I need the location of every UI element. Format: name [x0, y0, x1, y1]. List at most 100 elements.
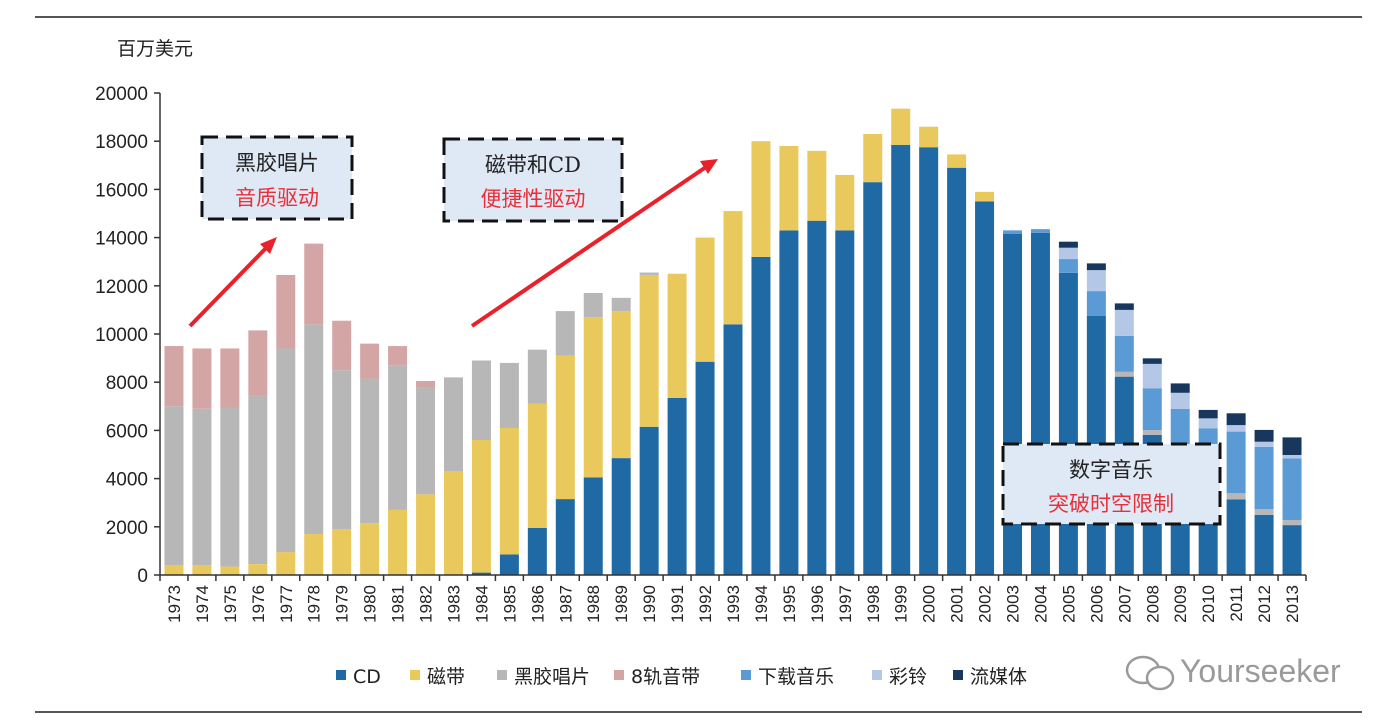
bar-segment-流媒体-2005: [1058, 241, 1078, 248]
bar-segment-磁带-1996: [807, 150, 827, 221]
bar-segment-磁带-2000: [919, 126, 939, 148]
annotation-box-digital: 数字音乐 突破时空限制: [1001, 442, 1222, 526]
legend-item: 彩铃: [872, 666, 927, 688]
x-tick-label: 1974: [193, 585, 212, 623]
x-tick-label: 1990: [640, 585, 659, 623]
bar-segment-磁带-1995: [779, 146, 799, 231]
bar-segment-CD-2005: [1058, 272, 1078, 575]
bar-segment-流媒体-2006: [1086, 263, 1106, 271]
bar-segment-磁带-1977: [276, 552, 296, 575]
bar-segment-磁带-1997: [835, 174, 855, 231]
bar-segment-8轨音带-1976: [248, 330, 268, 396]
svg-text:黑胶唱片: 黑胶唱片: [235, 151, 319, 175]
y-tick-label: 8000: [106, 373, 148, 394]
legend-item: CD: [336, 666, 381, 688]
bar-segment-流媒体-2011: [1226, 413, 1246, 426]
bar-segment-8轨音带-1977: [276, 274, 296, 349]
x-tick-label: 2002: [976, 585, 995, 623]
bar-segment-磁带-1991: [667, 273, 687, 398]
bar-segment-磁带-1973: [164, 565, 184, 575]
x-tick-label: 2011: [1227, 585, 1246, 622]
legend-item: 下载音乐: [741, 666, 834, 688]
bar-segment-CD-2001: [947, 167, 967, 575]
arrow-1: [188, 237, 277, 328]
x-tick-label: 2012: [1255, 585, 1274, 623]
y-tick-label: 6000: [106, 421, 148, 442]
bar-segment-黑胶唱片-1979: [332, 370, 352, 530]
bar-segment-彩铃-2006: [1086, 270, 1106, 292]
x-tick-label: 1987: [556, 585, 575, 623]
x-tick-label: 1998: [864, 585, 883, 623]
bar-segment-8轨音带-1975: [220, 348, 240, 408]
x-tick-label: 1989: [612, 585, 631, 623]
bar-segment-下载音乐-2004: [1030, 229, 1050, 233]
bar-segment-磁带-1985: [499, 427, 519, 555]
x-tick-label: 2013: [1283, 585, 1302, 623]
bar-segment-磁带-1976: [248, 564, 268, 575]
bar-segment-下载音乐-2005: [1058, 259, 1078, 273]
bar-segment-CD-1992: [695, 361, 715, 575]
bar-segment-黑胶唱片-1987: [555, 311, 575, 356]
x-tick-label: 1979: [333, 585, 352, 623]
bar-segment-彩铃-2007: [1114, 309, 1134, 336]
bar-segment-流媒体-2013: [1282, 437, 1302, 455]
bar-segment-CD-1997: [835, 230, 855, 575]
legend-swatch: [741, 670, 751, 680]
bar-segment-黑胶唱片-1977: [276, 348, 296, 553]
svg-text:突破时空限制: 突破时空限制: [1048, 492, 1174, 516]
legend-swatch: [497, 670, 507, 680]
x-tick-label: 1973: [165, 585, 184, 623]
legend-label: 彩铃: [889, 666, 927, 688]
bar-segment-8轨音带-1974: [192, 348, 212, 409]
bar-segment-下载音乐-2012: [1254, 446, 1274, 510]
bar-segment-流媒体-2007: [1114, 303, 1134, 310]
svg-text:磁带和CD: 磁带和CD: [485, 153, 581, 177]
x-axis: 1973 1974 1975 1976 1977 1978 1979 1980 1981 1982…: [159, 574, 1307, 623]
y-tick-label: 18000: [95, 132, 148, 153]
x-tick-label: 1999: [892, 585, 911, 623]
bar-segment-下载音乐-2011: [1226, 431, 1246, 494]
bar-segment-黑胶唱片-1975: [220, 407, 240, 567]
bar-segment-黑胶唱片-1980: [360, 378, 380, 524]
y-tick-label: 12000: [95, 277, 148, 298]
bar-segment-8轨音带-1981: [388, 346, 408, 366]
bar-segment-下载音乐-2003: [1003, 230, 1023, 234]
annotation-box-vinyl: 黑胶唱片 音质驱动: [200, 135, 354, 221]
legend-label: 黑胶唱片: [514, 666, 590, 688]
bar-segment-CD-2002: [975, 201, 995, 575]
bar-segment-彩铃-2010: [1198, 418, 1218, 429]
bar-segment-黑胶唱片-1974: [192, 408, 212, 566]
x-tick-label: 1986: [528, 585, 547, 623]
bar-segment-8轨音带-1980: [360, 343, 380, 379]
x-tick-label: 2003: [1004, 585, 1023, 623]
bar-segment-磁带-1999: [891, 108, 911, 145]
bar-segment-下载音乐-2013: [1282, 458, 1302, 521]
bar-segment-8轨音带-1982: [416, 380, 436, 388]
x-tick-label: 1981: [389, 585, 408, 623]
bar-segment-黑胶唱片-1988: [583, 293, 603, 318]
bar-segment-彩铃-2005: [1058, 247, 1078, 260]
bar-segment-彩铃-2012: [1254, 441, 1274, 447]
bar-segment-8轨音带-1973: [164, 346, 184, 407]
bar-segment-磁带-1979: [332, 529, 352, 575]
bar-segment-黑胶唱片-2007: [1114, 371, 1134, 377]
bar-segment-CD-1984: [471, 572, 491, 575]
x-tick-label: 1988: [584, 585, 603, 623]
bar-segment-彩铃-2009: [1170, 392, 1190, 409]
bar-segment-磁带-1984: [471, 440, 491, 573]
x-tick-label: 2001: [948, 585, 967, 623]
x-tick-label: 1992: [696, 585, 715, 623]
bar-segment-磁带-1990: [639, 274, 659, 427]
bar-segment-磁带-1998: [863, 133, 883, 183]
bar-segment-磁带-1974: [192, 565, 212, 575]
x-tick-label: 1980: [361, 585, 380, 623]
bar-segment-CD-1989: [611, 458, 631, 575]
bar-segment-流媒体-2008: [1142, 358, 1162, 364]
bar-segment-黑胶唱片-2013: [1282, 520, 1302, 526]
bar-segment-8轨音带-1979: [332, 320, 352, 371]
bar-segment-磁带-1982: [416, 494, 436, 575]
bar-segment-CD-1985: [499, 554, 519, 575]
legend-label: 下载音乐: [758, 666, 834, 688]
bar-segment-磁带-2002: [975, 191, 995, 202]
bar-segment-CD-1998: [863, 182, 883, 576]
